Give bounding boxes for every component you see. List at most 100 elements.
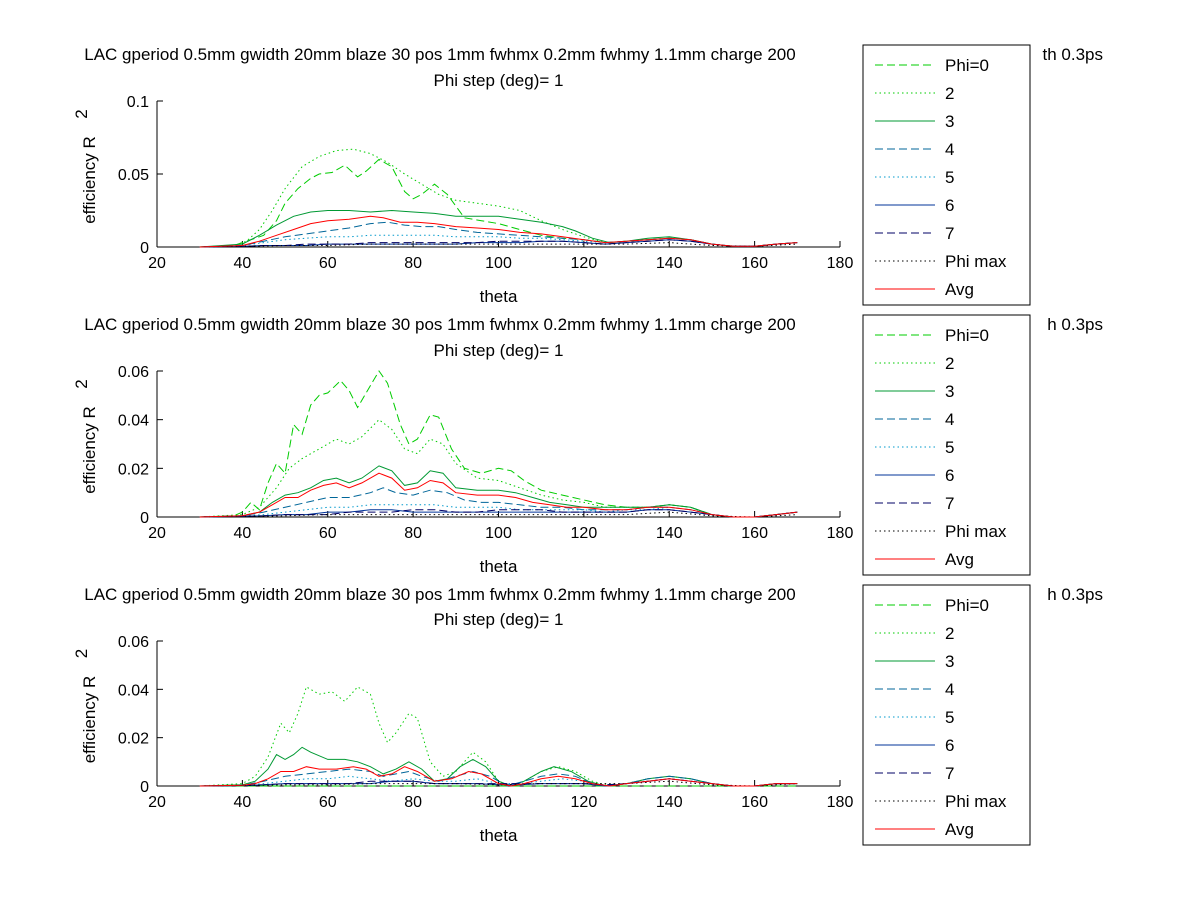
series-line-4 — [199, 487, 798, 518]
legend-label: 7 — [945, 494, 954, 513]
series-line-5 — [199, 234, 798, 248]
y-axis-label: efficiency R — [80, 136, 99, 224]
x-tick-label: 120 — [571, 255, 598, 272]
legend-label: 4 — [945, 680, 954, 699]
legend-label: 5 — [945, 708, 954, 727]
x-tick-label: 160 — [741, 794, 768, 811]
series-line-9 — [199, 215, 798, 248]
legend-label: 2 — [945, 624, 954, 643]
x-tick-label: 60 — [319, 525, 337, 542]
y-tick-label: 0.04 — [118, 682, 149, 699]
legend-label: Avg — [945, 280, 974, 299]
y-tick-label: 0 — [140, 510, 149, 527]
x-tick-label: 100 — [485, 794, 512, 811]
x-tick-label: 60 — [319, 794, 337, 811]
chart-title-tail: th 0.3ps — [1043, 45, 1104, 64]
x-tick-label: 40 — [233, 525, 251, 542]
series-line-8 — [199, 780, 798, 787]
y-axis-label: efficiency R — [80, 406, 99, 494]
x-axis-label: theta — [480, 826, 518, 845]
legend-label: 4 — [945, 410, 954, 429]
series-line-8 — [199, 511, 798, 518]
legend-label: Phi max — [945, 252, 1007, 271]
legend-label: 6 — [945, 736, 954, 755]
x-axis-label: theta — [480, 287, 518, 306]
legend-label: 3 — [945, 382, 954, 401]
y-axis-label-superscript: 2 — [72, 379, 91, 388]
x-tick-label: 20 — [148, 525, 166, 542]
series-line-4 — [199, 768, 798, 787]
legend-label: 5 — [945, 438, 954, 457]
x-tick-label: 140 — [656, 794, 683, 811]
series-line-8 — [199, 242, 798, 248]
x-tick-label: 180 — [827, 255, 854, 272]
y-tick-label: 0.06 — [118, 634, 149, 651]
legend-label: Phi max — [945, 792, 1007, 811]
legend-label: Phi=0 — [945, 596, 989, 615]
series-line-4 — [199, 221, 798, 248]
y-tick-label: 0.02 — [118, 731, 149, 748]
legend-label: 3 — [945, 112, 954, 131]
legend-label: 3 — [945, 652, 954, 671]
legend-label: 7 — [945, 764, 954, 783]
series-line-6 — [199, 509, 798, 518]
legend-label: Phi=0 — [945, 326, 989, 345]
chart-panel-1: LAC gperiod 0.5mm gwidth 20mm blaze 30 p… — [72, 44, 1104, 306]
y-tick-label: 0.06 — [118, 364, 149, 381]
x-axis-label: theta — [480, 557, 518, 576]
legend-label: 4 — [945, 140, 954, 159]
chart-title-tail: h 0.3ps — [1047, 315, 1103, 334]
x-tick-label: 80 — [404, 255, 422, 272]
chart-title: LAC gperiod 0.5mm gwidth 20mm blaze 30 p… — [84, 315, 795, 334]
y-tick-label: 0.05 — [118, 167, 149, 184]
legend-label: 7 — [945, 224, 954, 243]
x-tick-label: 20 — [148, 255, 166, 272]
legend-box — [862, 314, 1031, 576]
x-tick-label: 100 — [485, 255, 512, 272]
y-axis-label: efficiency R — [80, 676, 99, 764]
x-tick-label: 40 — [233, 794, 251, 811]
y-tick-label: 0.04 — [118, 413, 149, 430]
x-tick-label: 140 — [656, 525, 683, 542]
x-tick-label: 40 — [233, 255, 251, 272]
x-tick-label: 180 — [827, 794, 854, 811]
legend-label: 5 — [945, 168, 954, 187]
y-axis-label-group: efficiency R 2 — [72, 109, 99, 224]
x-tick-label: 140 — [656, 255, 683, 272]
y-axis-label-superscript: 2 — [72, 649, 91, 658]
series-line-5 — [199, 504, 798, 518]
x-tick-label: 160 — [741, 255, 768, 272]
series-line-3 — [199, 465, 798, 518]
chart-subtitle: Phi step (deg)= 1 — [434, 610, 564, 629]
x-tick-label: 180 — [827, 525, 854, 542]
chart-title-tail: h 0.3ps — [1047, 585, 1103, 604]
x-tick-label: 80 — [404, 525, 422, 542]
x-tick-label: 80 — [404, 794, 422, 811]
x-tick-label: 160 — [741, 525, 768, 542]
y-axis-label-group: efficiency R 2 — [72, 379, 99, 494]
chart-panel-2: LAC gperiod 0.5mm gwidth 20mm blaze 30 p… — [72, 314, 1103, 576]
chart-title: LAC gperiod 0.5mm gwidth 20mm blaze 30 p… — [84, 45, 795, 64]
legend-label: 6 — [945, 196, 954, 215]
legend-box — [862, 584, 1031, 846]
series-line-9 — [199, 766, 798, 787]
legend-label: 2 — [945, 84, 954, 103]
y-tick-label: 0.02 — [118, 461, 149, 478]
y-tick-label: 0.1 — [127, 94, 149, 111]
x-tick-label: 120 — [571, 525, 598, 542]
legend-label: Avg — [945, 550, 974, 569]
legend-label: 2 — [945, 354, 954, 373]
legend-label: Avg — [945, 820, 974, 839]
chart-title: LAC gperiod 0.5mm gwidth 20mm blaze 30 p… — [84, 585, 795, 604]
series-line-6 — [199, 239, 798, 248]
x-tick-label: 60 — [319, 255, 337, 272]
y-axis-label-group: efficiency R 2 — [72, 649, 99, 764]
chart-subtitle: Phi step (deg)= 1 — [434, 341, 564, 360]
y-axis-label-superscript: 2 — [72, 109, 91, 118]
legend-label: Phi max — [945, 522, 1007, 541]
x-tick-label: 100 — [485, 525, 512, 542]
chart-panel-3: LAC gperiod 0.5mm gwidth 20mm blaze 30 p… — [72, 584, 1103, 846]
y-tick-label: 0 — [140, 779, 149, 796]
legend-label: 6 — [945, 466, 954, 485]
